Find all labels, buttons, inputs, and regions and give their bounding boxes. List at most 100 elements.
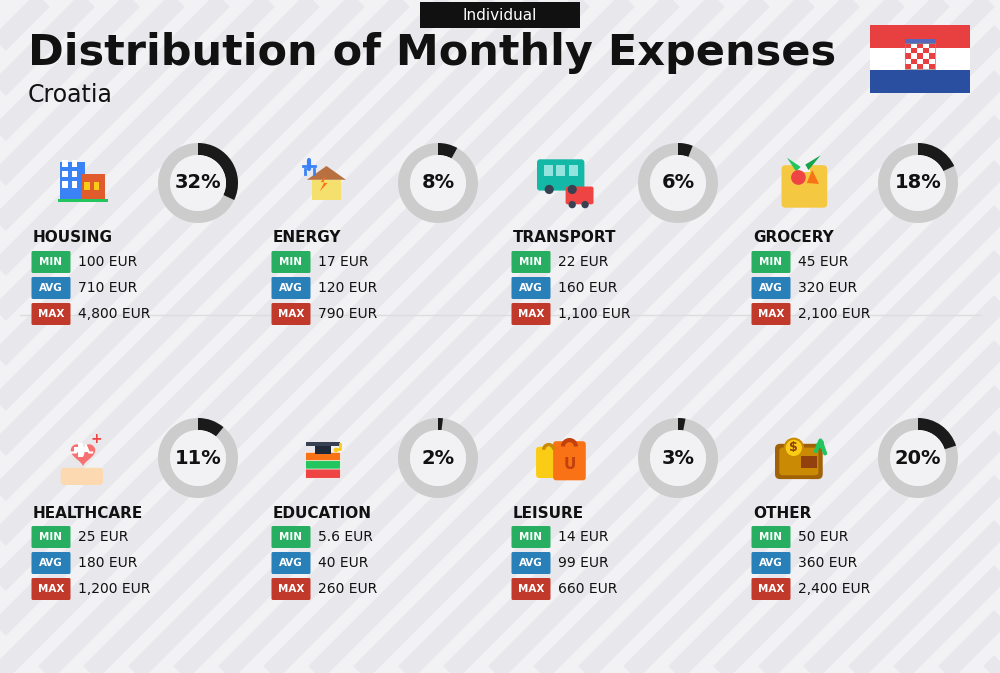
Wedge shape bbox=[438, 143, 457, 158]
Text: MIN: MIN bbox=[280, 257, 302, 267]
FancyBboxPatch shape bbox=[272, 552, 310, 574]
Wedge shape bbox=[158, 418, 238, 498]
Bar bbox=[72, 180, 77, 188]
Bar bbox=[905, 64, 911, 69]
Text: ENERGY: ENERGY bbox=[273, 230, 342, 246]
Text: MAX: MAX bbox=[278, 309, 304, 319]
FancyBboxPatch shape bbox=[752, 277, 790, 299]
Text: MIN: MIN bbox=[520, 257, 542, 267]
Bar bbox=[923, 53, 929, 59]
Text: AVG: AVG bbox=[39, 283, 63, 293]
Polygon shape bbox=[805, 155, 820, 170]
FancyBboxPatch shape bbox=[272, 526, 310, 548]
Text: 2,400 EUR: 2,400 EUR bbox=[798, 582, 870, 596]
Text: 5.6 EUR: 5.6 EUR bbox=[318, 530, 373, 544]
Bar bbox=[929, 64, 935, 69]
Text: 320 EUR: 320 EUR bbox=[798, 281, 857, 295]
Bar bbox=[72, 160, 77, 168]
Bar bbox=[911, 59, 917, 64]
Bar bbox=[315, 446, 331, 454]
Circle shape bbox=[170, 430, 226, 486]
FancyBboxPatch shape bbox=[752, 578, 790, 600]
Polygon shape bbox=[807, 170, 819, 184]
Bar bbox=[917, 64, 923, 69]
FancyBboxPatch shape bbox=[32, 277, 70, 299]
FancyBboxPatch shape bbox=[752, 251, 790, 273]
Bar bbox=[556, 165, 565, 176]
Bar bbox=[870, 48, 970, 71]
Circle shape bbox=[569, 201, 576, 209]
Text: 32%: 32% bbox=[175, 174, 221, 192]
FancyBboxPatch shape bbox=[775, 444, 823, 479]
Wedge shape bbox=[398, 143, 478, 223]
Text: 22 EUR: 22 EUR bbox=[558, 255, 608, 269]
Polygon shape bbox=[71, 444, 95, 466]
Text: 45 EUR: 45 EUR bbox=[798, 255, 848, 269]
Bar bbox=[74, 448, 88, 452]
FancyBboxPatch shape bbox=[512, 526, 550, 548]
Bar bbox=[72, 170, 77, 178]
FancyBboxPatch shape bbox=[305, 468, 341, 479]
Polygon shape bbox=[307, 166, 346, 180]
Text: 160 EUR: 160 EUR bbox=[558, 281, 617, 295]
FancyBboxPatch shape bbox=[512, 303, 550, 325]
Text: 120 EUR: 120 EUR bbox=[318, 281, 377, 295]
Bar bbox=[905, 43, 911, 48]
Text: 20%: 20% bbox=[895, 448, 941, 468]
Text: 8%: 8% bbox=[421, 174, 455, 192]
Polygon shape bbox=[787, 157, 801, 172]
Bar bbox=[929, 53, 935, 59]
Bar bbox=[929, 59, 935, 64]
Circle shape bbox=[410, 155, 466, 211]
Text: OTHER: OTHER bbox=[753, 505, 811, 520]
FancyBboxPatch shape bbox=[512, 578, 550, 600]
Circle shape bbox=[545, 185, 554, 194]
Text: U: U bbox=[563, 456, 576, 472]
FancyBboxPatch shape bbox=[752, 552, 790, 574]
Wedge shape bbox=[638, 418, 718, 498]
Text: Croatia: Croatia bbox=[28, 83, 113, 107]
Text: $: $ bbox=[789, 441, 798, 454]
Bar bbox=[911, 48, 917, 53]
Text: 710 EUR: 710 EUR bbox=[78, 281, 137, 295]
Text: GROCERY: GROCERY bbox=[753, 230, 834, 246]
FancyBboxPatch shape bbox=[61, 468, 103, 485]
Text: 180 EUR: 180 EUR bbox=[78, 556, 137, 570]
Text: 18%: 18% bbox=[895, 174, 941, 192]
Wedge shape bbox=[158, 143, 238, 223]
Text: 100 EUR: 100 EUR bbox=[78, 255, 137, 269]
Bar bbox=[923, 59, 929, 64]
Bar bbox=[923, 43, 929, 48]
Text: HOUSING: HOUSING bbox=[33, 230, 113, 246]
Text: 260 EUR: 260 EUR bbox=[318, 582, 377, 596]
Wedge shape bbox=[918, 418, 956, 450]
Circle shape bbox=[785, 439, 803, 457]
Circle shape bbox=[650, 155, 706, 211]
Text: Distribution of Monthly Expenses: Distribution of Monthly Expenses bbox=[28, 32, 836, 74]
Bar bbox=[78, 443, 83, 456]
Bar bbox=[917, 59, 923, 64]
Bar bbox=[917, 43, 923, 48]
Circle shape bbox=[410, 430, 466, 486]
Text: 50 EUR: 50 EUR bbox=[798, 530, 848, 544]
Text: 99 EUR: 99 EUR bbox=[558, 556, 609, 570]
Polygon shape bbox=[320, 176, 328, 191]
Text: AVG: AVG bbox=[279, 558, 303, 568]
Bar bbox=[870, 25, 970, 48]
Wedge shape bbox=[638, 143, 718, 223]
Text: MAX: MAX bbox=[758, 584, 784, 594]
FancyBboxPatch shape bbox=[536, 447, 561, 478]
Wedge shape bbox=[678, 418, 685, 431]
Circle shape bbox=[791, 170, 806, 185]
Bar bbox=[569, 165, 578, 176]
FancyBboxPatch shape bbox=[272, 251, 310, 273]
Bar bbox=[911, 64, 917, 69]
FancyBboxPatch shape bbox=[272, 277, 310, 299]
Text: +: + bbox=[90, 431, 102, 446]
Text: LEISURE: LEISURE bbox=[513, 505, 584, 520]
Wedge shape bbox=[878, 143, 958, 223]
Bar bbox=[801, 456, 817, 468]
FancyBboxPatch shape bbox=[752, 303, 790, 325]
Text: Individual: Individual bbox=[463, 7, 537, 22]
Text: MAX: MAX bbox=[38, 584, 64, 594]
